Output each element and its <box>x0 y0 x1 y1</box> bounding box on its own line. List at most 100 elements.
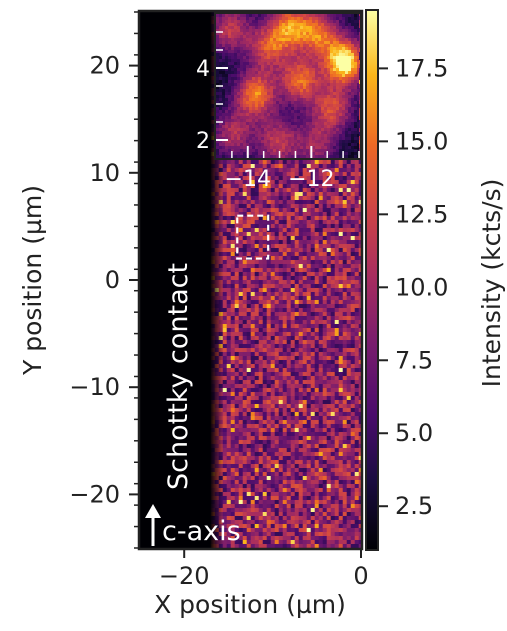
heatmap-cell <box>222 280 228 285</box>
heatmap-cell <box>346 508 352 513</box>
heatmap-cell <box>278 304 284 309</box>
heatmap-cell <box>326 216 332 221</box>
heatmap-cell <box>338 216 344 221</box>
heatmap-cell <box>266 184 272 189</box>
heatmap-cell <box>290 228 296 233</box>
heatmap-cell <box>274 520 280 525</box>
heatmap-cell <box>266 352 272 357</box>
heatmap-cell <box>338 268 344 273</box>
heatmap-cell <box>338 172 344 177</box>
heatmap-cell <box>270 168 276 173</box>
heatmap-cell <box>274 400 280 405</box>
heatmap-cell <box>346 332 352 337</box>
heatmap-cell <box>334 256 340 261</box>
heatmap-cell <box>350 336 356 341</box>
heatmap-cell <box>294 368 300 373</box>
heatmap-cell <box>342 300 348 305</box>
heatmap-cell <box>298 288 304 293</box>
heatmap-cell <box>322 248 328 253</box>
heatmap-cell <box>314 416 320 421</box>
heatmap-cell <box>302 304 308 309</box>
heatmap-cell <box>266 316 272 321</box>
heatmap-cell <box>246 432 252 437</box>
heatmap-cell <box>250 400 256 405</box>
heatmap-cell <box>246 392 252 397</box>
heatmap-cell <box>278 512 284 517</box>
heatmap-cell <box>266 448 272 453</box>
heatmap-cell <box>254 320 260 325</box>
heatmap-cell <box>286 180 292 185</box>
heatmap-cell <box>286 348 292 353</box>
heatmap-cell <box>234 336 240 341</box>
heatmap-cell <box>322 476 328 481</box>
heatmap-cell <box>294 356 300 361</box>
heatmap-cell <box>246 212 252 217</box>
heatmap-cell <box>234 416 240 421</box>
heatmap-cell <box>222 320 228 325</box>
heatmap-cell <box>274 372 280 377</box>
heatmap-cell <box>322 372 328 377</box>
heatmap-cell <box>222 532 228 537</box>
heatmap-cell <box>342 248 348 253</box>
heatmap-cell <box>258 324 264 329</box>
heatmap-cell <box>246 444 252 449</box>
heatmap-cell <box>234 260 240 265</box>
heatmap-cell <box>302 208 308 213</box>
heatmap-cell <box>270 232 276 237</box>
heatmap-cell <box>222 196 228 201</box>
heatmap-cell <box>314 456 320 461</box>
heatmap-cell <box>306 296 312 301</box>
heatmap-cell <box>310 420 316 425</box>
heatmap-cell <box>302 400 308 405</box>
heatmap-cell <box>306 440 312 445</box>
heatmap-cell <box>306 200 312 205</box>
heatmap-cell <box>294 264 300 269</box>
heatmap-cell <box>234 232 240 237</box>
heatmap-cell <box>262 320 268 325</box>
heatmap-cell <box>294 504 300 509</box>
heatmap-cell <box>242 208 248 213</box>
heatmap-cell <box>258 180 264 185</box>
heatmap-cell <box>266 460 272 465</box>
heatmap-cell <box>246 224 252 229</box>
heatmap-cell <box>250 252 256 257</box>
heatmap-cell <box>346 264 352 269</box>
heatmap-cell <box>314 312 320 317</box>
heatmap-cell <box>230 300 236 305</box>
heatmap-cell <box>266 180 272 185</box>
heatmap-cell <box>358 132 361 137</box>
heatmap-cell <box>262 232 268 237</box>
heatmap-cell <box>342 408 348 413</box>
heatmap-cell <box>298 196 304 201</box>
heatmap-cell <box>250 492 256 497</box>
heatmap-cell <box>306 508 312 513</box>
heatmap-cell <box>302 420 308 425</box>
heatmap-cell <box>266 504 272 509</box>
heatmap-cell <box>330 276 336 281</box>
heatmap-cell <box>278 252 284 257</box>
heatmap-cell <box>310 356 316 361</box>
heatmap-cell <box>294 500 300 505</box>
heatmap-cell <box>330 400 336 405</box>
heatmap-cell <box>338 424 344 429</box>
heatmap-cell <box>290 276 296 281</box>
heatmap-cell <box>262 252 268 257</box>
heatmap-cell <box>330 348 336 353</box>
heatmap-cell <box>250 172 256 177</box>
heatmap-cell <box>354 488 360 493</box>
heatmap-cell <box>358 204 361 209</box>
heatmap-cell <box>358 416 361 421</box>
heatmap-cell <box>334 488 340 493</box>
heatmap-cell <box>290 520 296 525</box>
heatmap-cell <box>314 504 320 509</box>
heatmap-cell <box>322 164 328 169</box>
heatmap-cell <box>306 172 312 177</box>
heatmap-cell <box>334 380 340 385</box>
heatmap-cell <box>246 240 252 245</box>
heatmap-cell <box>294 324 300 329</box>
heatmap-cell <box>310 344 316 349</box>
heatmap-cell <box>234 360 240 365</box>
heatmap-cell <box>226 264 232 269</box>
heatmap-cell <box>318 356 324 361</box>
heatmap-cell <box>238 436 244 441</box>
